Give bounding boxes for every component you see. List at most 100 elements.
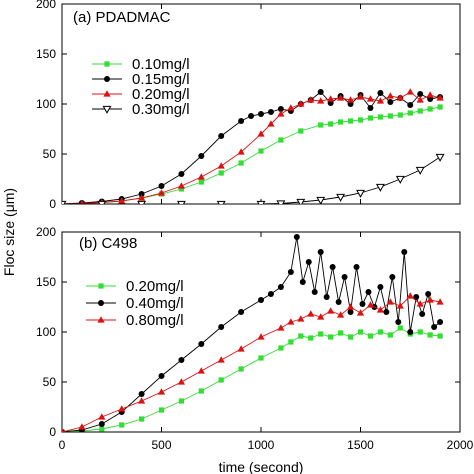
panel-a-label: (a) PDADMAC [73, 9, 171, 26]
data-point [356, 93, 365, 100]
data-point [238, 309, 245, 315]
data-point [278, 345, 284, 351]
data-point [367, 333, 374, 339]
data-point [198, 179, 204, 185]
data-point [366, 301, 375, 308]
data-point [218, 170, 224, 176]
data-point [138, 391, 145, 397]
series-line [62, 106, 441, 204]
data-point [376, 97, 384, 104]
y-tick-label: 50 [43, 147, 57, 161]
y-tick-label: 200 [36, 225, 56, 239]
data-point [177, 378, 185, 385]
data-point [238, 160, 244, 166]
data-point [357, 117, 364, 123]
data-point [62, 200, 67, 204]
data-point [258, 111, 264, 117]
data-point [359, 301, 366, 307]
data-point [318, 331, 324, 337]
data-point [98, 421, 105, 427]
data-point [298, 128, 304, 134]
data-point [137, 200, 147, 204]
data-point [278, 137, 284, 143]
legend-item: 0.30mg/l [92, 101, 190, 118]
y-axis-title: Floc size (μm) [1, 188, 17, 276]
series-0-30mg-l [62, 153, 445, 204]
data-point [138, 191, 145, 197]
data-point [258, 355, 264, 361]
data-point [341, 274, 348, 280]
data-point [397, 325, 403, 331]
y-tick-label: 150 [36, 275, 56, 289]
data-point [437, 319, 444, 325]
data-point [367, 115, 374, 121]
data-point [139, 416, 145, 422]
data-point [395, 319, 402, 325]
data-point [328, 121, 334, 127]
legend-marker [97, 316, 105, 323]
data-point [395, 175, 405, 184]
data-point [317, 313, 325, 320]
legend-label: 0.80mg/l [126, 312, 184, 329]
data-point [346, 96, 355, 103]
x-tick-label: 500 [151, 438, 171, 452]
data-point [427, 332, 433, 338]
data-point [396, 94, 404, 101]
data-point [118, 405, 126, 412]
data-point [328, 334, 334, 340]
series-line [62, 327, 441, 432]
data-point [177, 182, 185, 189]
data-point [287, 269, 294, 275]
legend-item: 0.10mg/l [92, 56, 190, 73]
data-point [401, 249, 408, 255]
data-point [79, 199, 85, 204]
data-point [197, 173, 205, 180]
data-point [436, 298, 444, 305]
data-point [297, 315, 305, 322]
data-point [158, 407, 165, 413]
legend-item: 0.20mg/l [92, 86, 190, 103]
data-point [287, 318, 295, 325]
data-point [317, 249, 324, 255]
data-point [416, 96, 424, 103]
series-0-80mg-l [62, 292, 444, 432]
legend-item: 0.80mg/l [86, 312, 184, 329]
x-tick-label: 1500 [347, 438, 374, 452]
data-point [297, 100, 305, 107]
data-point [387, 332, 393, 338]
data-point [157, 189, 166, 196]
legend-item: 0.20mg/l [86, 278, 184, 295]
data-point [138, 194, 146, 201]
data-point [298, 333, 304, 339]
data-point [426, 296, 434, 303]
y-tick-label: 0 [49, 425, 56, 439]
data-point [218, 133, 225, 139]
data-point [299, 279, 306, 285]
data-point [97, 200, 107, 204]
data-point [336, 193, 346, 202]
data-point [287, 104, 295, 111]
data-point [217, 162, 225, 169]
data-point [386, 298, 394, 305]
data-point [197, 367, 205, 374]
data-point [118, 197, 126, 204]
x-tick-label: 2000 [447, 438, 474, 452]
x-tick-label: 1000 [248, 438, 275, 452]
data-point [178, 398, 184, 404]
data-point [347, 309, 354, 315]
data-point [406, 88, 414, 95]
data-point [218, 324, 225, 330]
data-point [248, 113, 255, 119]
data-point [307, 96, 315, 103]
data-point [178, 357, 185, 363]
data-point [277, 106, 284, 112]
data-point [198, 153, 205, 159]
data-point [277, 110, 285, 117]
data-point [329, 264, 336, 270]
series-0-10mg-l [62, 104, 443, 204]
data-point [416, 300, 424, 307]
data-point [307, 310, 315, 317]
legend-marker [98, 300, 104, 306]
panel-b-label: (b) C498 [79, 235, 137, 252]
